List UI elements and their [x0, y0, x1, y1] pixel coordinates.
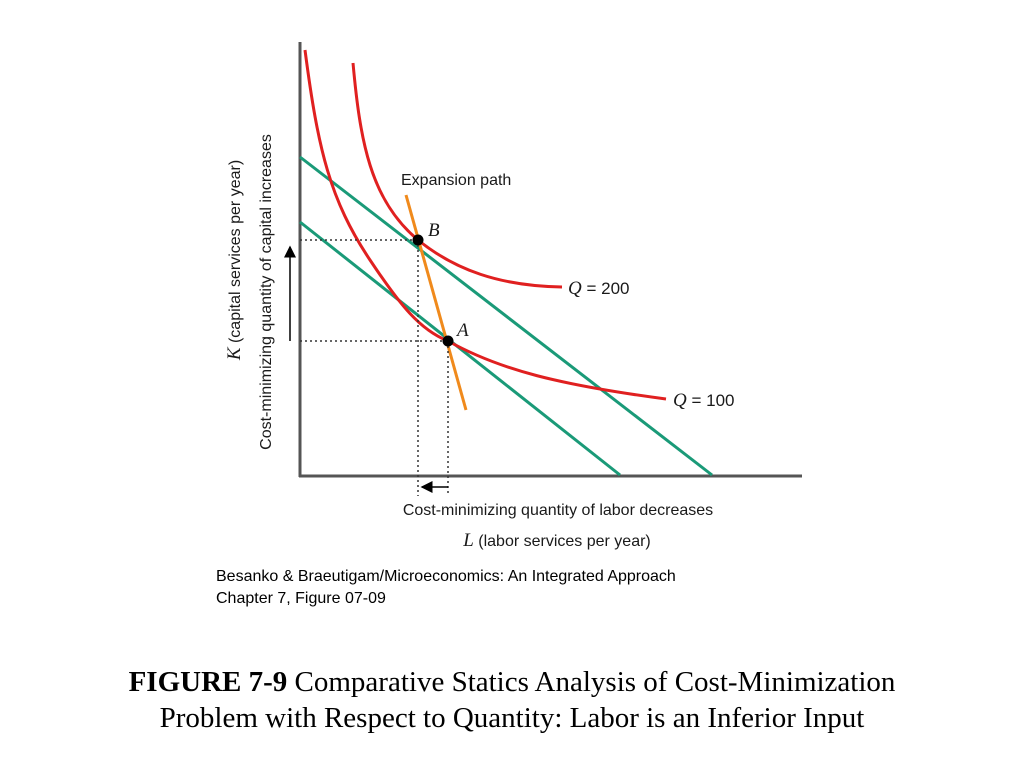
y-axis-note: Cost-minimizing quantity of capital incr… — [258, 134, 275, 450]
isocost-line-high — [299, 155, 713, 477]
expansion-path-line — [404, 194, 468, 411]
caption-title-part-1: Comparative Statics Analysis of Cost-Min… — [287, 666, 896, 698]
isoquant-q200-label: Q = 200 — [568, 278, 629, 299]
isoquant-q100-label: Q = 100 — [673, 390, 734, 411]
point-b-label: B — [428, 220, 440, 241]
figure-number: FIGURE 7-9 — [128, 666, 288, 698]
point-b-marker — [412, 234, 424, 246]
source-credit: Besanko & Braeutigam/Microeconomics: An … — [216, 566, 676, 610]
expansion-path-label: Expansion path — [401, 172, 511, 189]
figure-caption: FIGURE 7-9 Comparative Statics Analysis … — [0, 664, 1024, 736]
source-line-2: Chapter 7, Figure 07-09 — [216, 590, 386, 607]
caption-line-2: Problem with Respect to Quantity: Labor … — [159, 702, 865, 734]
source-line-1: Besanko & Braeutigam/Microeconomics: An … — [216, 568, 676, 585]
y-axis-label: K (capital services per year) — [224, 160, 245, 361]
isoquant-q100 — [303, 49, 667, 401]
x-axis-note: Cost-minimizing quantity of labor decrea… — [403, 502, 713, 519]
caption-line-1: FIGURE 7-9 Comparative Statics Analysis … — [0, 664, 1024, 700]
x-axis-label: L (labor services per year) — [462, 530, 651, 551]
point-a-marker — [442, 335, 454, 347]
point-a-label: A — [455, 320, 469, 341]
